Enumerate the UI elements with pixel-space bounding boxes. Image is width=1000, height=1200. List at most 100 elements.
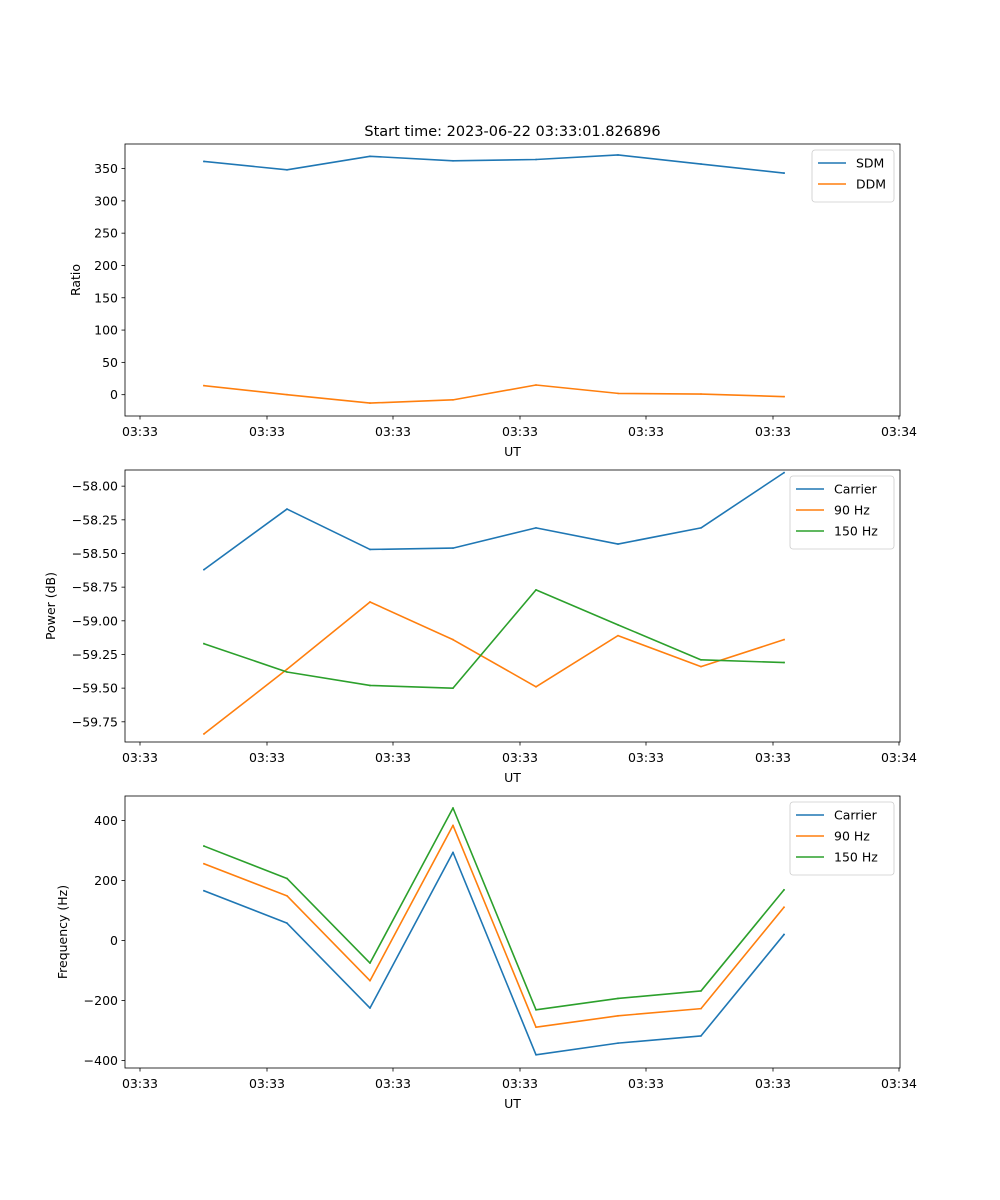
x-tick-label: 03:33 — [122, 1076, 158, 1091]
data-point — [700, 658, 702, 661]
series-line-150-hz — [202, 807, 786, 1011]
data-point — [286, 922, 288, 925]
data-point — [203, 642, 205, 645]
data-point — [700, 1035, 702, 1037]
y-tick-label: −58.25 — [72, 512, 118, 527]
data-point — [203, 733, 205, 735]
x-tick-label: 03:33 — [375, 1076, 411, 1091]
y-tick-label: 200 — [94, 258, 118, 273]
x-tick-label: 03:33 — [502, 1076, 538, 1091]
plot-frame — [124, 143, 901, 417]
y-tick-label: −200 — [84, 993, 118, 1008]
x-tick-label: 03:33 — [628, 424, 664, 439]
legend: Carrier 90 Hz 150 Hz — [789, 475, 895, 550]
data-point — [203, 160, 205, 163]
y-tick-label: 300 — [94, 193, 118, 208]
y-axis-label: Frequency (Hz) — [55, 885, 70, 979]
legend-label: DDM — [856, 177, 886, 192]
x-tick-label: 03:33 — [122, 750, 158, 765]
data-point — [783, 471, 785, 474]
data-point — [203, 384, 205, 387]
x-tick-label: 03:33 — [375, 750, 411, 765]
y-axis-label: Ratio — [68, 264, 83, 296]
data-point — [700, 990, 702, 992]
data-point — [617, 392, 619, 395]
x-axis-label: UT — [504, 444, 521, 459]
x-axis-label: UT — [504, 1096, 521, 1111]
plot-frame — [124, 795, 901, 1069]
data-point — [286, 877, 288, 880]
data-point — [535, 527, 537, 529]
y-tick-label: −58.00 — [72, 479, 118, 494]
series-line-carrier — [202, 471, 786, 571]
data-point — [452, 851, 454, 854]
data-point — [535, 1053, 537, 1056]
legend-label: 150 Hz — [834, 524, 878, 539]
data-point — [452, 638, 454, 641]
y-tick-label: −58.50 — [72, 546, 118, 561]
data-point — [617, 1014, 619, 1017]
data-point — [783, 933, 785, 936]
data-point — [203, 845, 205, 847]
x-tick-label: 03:33 — [755, 424, 791, 439]
legend-label: 90 Hz — [834, 829, 870, 844]
data-point — [286, 393, 288, 396]
data-point — [203, 889, 205, 892]
data-point — [452, 159, 454, 162]
x-tick-label: 03:34 — [881, 424, 917, 439]
legend-label: Carrier — [834, 808, 878, 823]
y-tick-label: 0 — [110, 933, 118, 948]
legend: Carrier 90 Hz 150 Hz — [789, 801, 895, 876]
data-point — [700, 1007, 702, 1010]
x-tick-label: 03:33 — [755, 1076, 791, 1091]
x-tick-label: 03:33 — [502, 750, 538, 765]
data-point — [617, 634, 619, 637]
data-point — [286, 894, 288, 897]
x-tick-label: 03:33 — [122, 424, 158, 439]
y-tick-label: −59.00 — [72, 613, 118, 628]
data-point — [452, 547, 454, 549]
x-tick-label: 03:33 — [755, 750, 791, 765]
x-axis-label: UT — [504, 770, 521, 785]
data-point — [535, 1026, 537, 1029]
data-point — [783, 638, 785, 641]
data-point — [700, 163, 702, 165]
data-point — [369, 155, 371, 158]
x-tick-label: 03:33 — [249, 424, 285, 439]
data-point — [369, 684, 371, 687]
y-tick-label: 150 — [94, 290, 118, 305]
data-point — [617, 623, 619, 626]
data-point — [535, 158, 537, 161]
data-point — [369, 548, 371, 551]
data-point — [783, 906, 785, 909]
series-line-carrier — [202, 851, 786, 1056]
chart-panel-1: 350 300 250 200 150 100 50 0 03:33 03:33 03:33 03:3… — [68, 143, 917, 459]
x-tick-label: 03:33 — [502, 424, 538, 439]
data-point — [535, 685, 537, 688]
legend: SDM DDM — [811, 149, 895, 203]
x-tick-label: 03:34 — [881, 1076, 917, 1091]
data-point — [452, 398, 454, 401]
series-line-ddm — [203, 384, 785, 404]
data-point — [369, 402, 371, 404]
data-point — [783, 661, 785, 664]
y-tick-label: −59.50 — [72, 681, 118, 696]
y-tick-label: −58.75 — [72, 580, 118, 595]
legend-label: SDM — [856, 156, 884, 171]
series-line-150-hz — [202, 589, 785, 689]
data-point — [369, 601, 371, 603]
figure-title: Start time: 2023-06-22 03:33:01.826896 — [364, 124, 660, 140]
data-point — [617, 543, 619, 545]
series-line-sdm — [203, 154, 785, 174]
y-tick-label: 100 — [94, 323, 118, 338]
chart-panel-2: −58.00 −58.25 −58.50 −58.75 −59.00 −59.25 −59.… — [43, 469, 917, 785]
y-tick-label: 50 — [102, 355, 118, 370]
series-line-90-hz — [202, 601, 786, 736]
y-axis-label: Power (dB) — [43, 572, 58, 640]
series-line-90-hz — [202, 824, 786, 1029]
legend-label: 150 Hz — [834, 850, 878, 865]
data-point — [617, 997, 619, 1000]
data-point — [617, 154, 619, 156]
data-point — [452, 824, 454, 827]
